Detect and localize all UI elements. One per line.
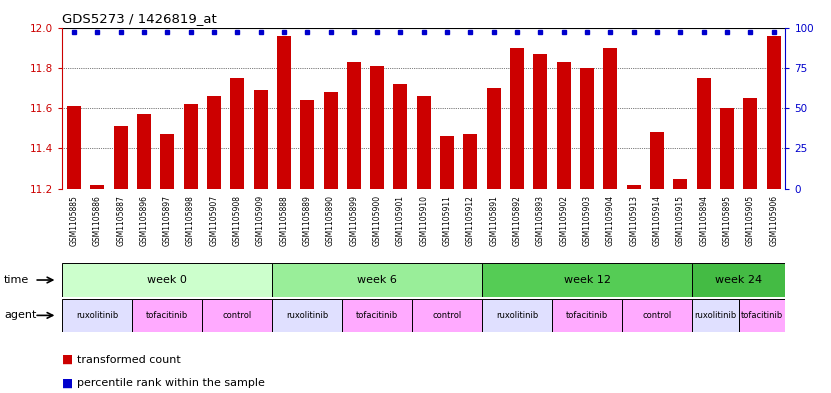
Bar bbox=[300, 100, 314, 189]
Bar bbox=[277, 35, 291, 189]
Text: tofacitinib: tofacitinib bbox=[356, 311, 398, 320]
Bar bbox=[743, 98, 757, 189]
Text: tofacitinib: tofacitinib bbox=[146, 311, 189, 320]
Bar bbox=[534, 54, 548, 189]
Text: week 0: week 0 bbox=[147, 275, 187, 285]
Text: control: control bbox=[432, 311, 462, 320]
Bar bbox=[370, 66, 384, 189]
Bar bbox=[160, 134, 175, 189]
Text: transformed count: transformed count bbox=[77, 354, 181, 365]
Text: percentile rank within the sample: percentile rank within the sample bbox=[77, 378, 265, 388]
Bar bbox=[603, 48, 617, 189]
Bar bbox=[622, 299, 692, 332]
Text: ruxolitinib: ruxolitinib bbox=[286, 311, 328, 320]
Bar bbox=[323, 92, 337, 189]
Bar bbox=[184, 104, 198, 189]
Bar bbox=[62, 263, 273, 297]
Bar bbox=[342, 299, 412, 332]
Text: ■: ■ bbox=[62, 376, 77, 390]
Text: ruxolitinib: ruxolitinib bbox=[496, 311, 538, 320]
Bar bbox=[487, 88, 501, 189]
Bar bbox=[692, 299, 739, 332]
Text: tofacitinib: tofacitinib bbox=[741, 311, 783, 320]
Bar bbox=[673, 178, 687, 189]
Bar bbox=[440, 136, 454, 189]
Bar bbox=[202, 299, 273, 332]
Bar bbox=[552, 299, 622, 332]
Bar bbox=[347, 62, 361, 189]
Text: ruxolitinib: ruxolitinib bbox=[76, 311, 119, 320]
Bar bbox=[557, 62, 571, 189]
Text: week 24: week 24 bbox=[715, 275, 762, 285]
Text: control: control bbox=[642, 311, 671, 320]
Bar bbox=[510, 48, 524, 189]
Bar bbox=[650, 132, 664, 189]
Bar bbox=[412, 299, 482, 332]
Bar bbox=[482, 263, 692, 297]
Bar bbox=[767, 35, 780, 189]
Bar bbox=[580, 68, 594, 189]
Text: week 12: week 12 bbox=[563, 275, 611, 285]
Bar bbox=[394, 84, 407, 189]
Text: control: control bbox=[223, 311, 252, 320]
Bar bbox=[739, 299, 785, 332]
Bar bbox=[273, 263, 482, 297]
Text: ruxolitinib: ruxolitinib bbox=[694, 311, 736, 320]
Bar bbox=[207, 96, 221, 189]
Bar bbox=[91, 185, 105, 189]
Bar bbox=[692, 263, 785, 297]
Bar bbox=[132, 299, 202, 332]
Text: time: time bbox=[4, 275, 29, 285]
Bar bbox=[627, 185, 641, 189]
Text: GDS5273 / 1426819_at: GDS5273 / 1426819_at bbox=[62, 12, 217, 25]
Bar bbox=[464, 134, 478, 189]
Bar bbox=[67, 106, 81, 189]
Bar bbox=[62, 299, 132, 332]
Text: week 6: week 6 bbox=[357, 275, 397, 285]
Bar bbox=[273, 299, 342, 332]
Text: agent: agent bbox=[4, 310, 37, 320]
Bar bbox=[417, 96, 430, 189]
Bar bbox=[253, 90, 268, 189]
Bar bbox=[137, 114, 151, 189]
Text: tofacitinib: tofacitinib bbox=[566, 311, 608, 320]
Bar bbox=[482, 299, 552, 332]
Bar bbox=[696, 78, 711, 189]
Bar bbox=[114, 126, 128, 189]
Bar bbox=[230, 78, 244, 189]
Text: ■: ■ bbox=[62, 353, 77, 366]
Bar bbox=[720, 108, 734, 189]
